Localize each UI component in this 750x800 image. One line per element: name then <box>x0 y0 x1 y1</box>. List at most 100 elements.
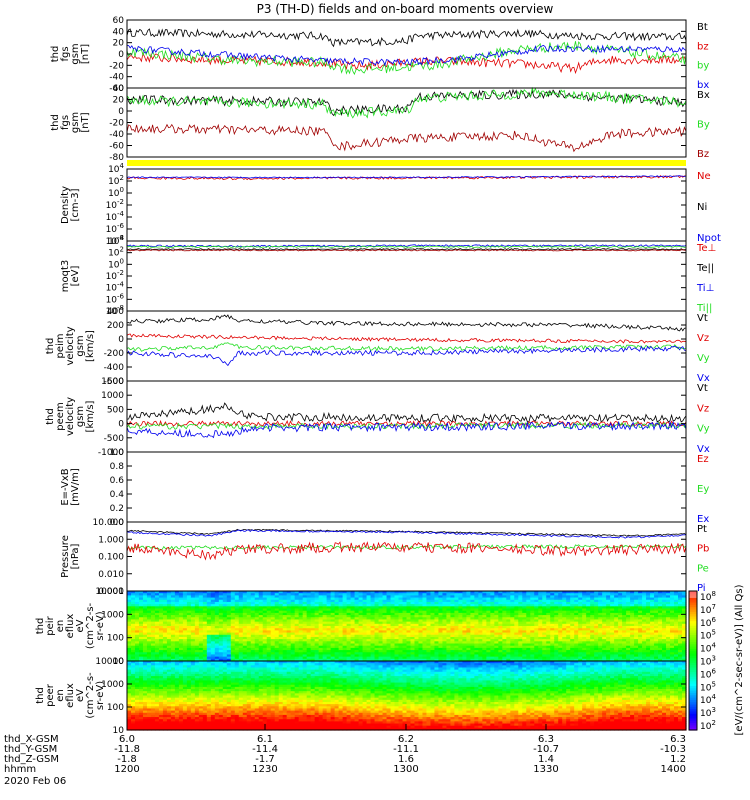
spectrogram-cell <box>614 641 619 645</box>
spectrogram-cell <box>230 593 236 596</box>
spectrogram-cell <box>350 606 356 610</box>
spectrogram-cell <box>502 630 507 634</box>
spectrogram-cell <box>486 604 491 607</box>
spectrogram-cell <box>634 623 639 627</box>
spectrogram-cell <box>514 641 519 645</box>
spectrogram-cell <box>326 656 332 660</box>
spectrogram-cell <box>650 658 655 662</box>
spectrogram-cell <box>270 641 276 645</box>
spectrogram-cell <box>154 714 160 718</box>
spectrogram-cell <box>390 608 396 612</box>
spectrogram-cell <box>442 650 448 653</box>
spectrogram-cell <box>258 645 264 649</box>
spectrogram-cell <box>198 654 204 658</box>
spectrogram-cell <box>546 595 551 599</box>
spectrogram-cell <box>678 647 683 651</box>
spectrogram-cell <box>194 610 200 614</box>
spectrogram-cell <box>438 608 444 612</box>
spectrogram-cell <box>242 601 248 605</box>
spectrogram-cell <box>198 601 204 605</box>
spectrogram-cell <box>270 654 276 658</box>
spectrogram-cell <box>646 628 651 631</box>
spectrogram-cell <box>366 658 372 662</box>
spectrogram-cell <box>498 630 503 634</box>
spectrogram-cell <box>490 636 495 640</box>
spectrogram-cell <box>470 634 475 638</box>
spectrogram-cell <box>510 621 515 625</box>
spectrogram-cell <box>150 695 156 699</box>
spectrogram-cell <box>150 697 156 701</box>
spectrogram-cell <box>534 636 539 640</box>
spectrogram-cell <box>258 654 264 658</box>
spectrogram-cell <box>562 630 567 634</box>
spectrogram-cell <box>530 615 535 618</box>
spectrogram-cell <box>618 650 623 653</box>
spectrogram-cell <box>630 615 635 618</box>
spectrogram-cell <box>486 645 491 649</box>
spectrogram-cell <box>338 658 344 662</box>
spectrogram-cell <box>642 619 647 623</box>
spectrogram-cell <box>490 639 495 642</box>
spectrogram-cell <box>138 708 144 712</box>
spectrogram-cell <box>394 652 400 656</box>
spectrogram-cell <box>410 630 416 634</box>
spectrogram-cell <box>566 595 571 599</box>
spectrogram-cell <box>246 632 252 636</box>
spectrogram-cell <box>486 656 491 660</box>
spectrogram-cell <box>186 615 192 618</box>
spectrogram-cell <box>154 704 160 707</box>
spectrogram-cell <box>478 634 483 638</box>
spectrogram-cell <box>142 673 148 677</box>
spectrogram-cell <box>266 652 272 656</box>
spectrogram-cell <box>422 623 428 627</box>
ytick-label: 1.0 <box>110 448 125 458</box>
spectrogram-cell <box>366 647 372 651</box>
spectrogram-cell <box>250 591 256 594</box>
spectrogram-cell <box>554 626 559 629</box>
spectrogram-cell <box>506 615 511 618</box>
spectrogram-cell <box>462 604 467 607</box>
spectrogram-cell <box>282 632 288 636</box>
spectrogram-cell <box>494 597 499 601</box>
spectrogram-cell <box>610 645 615 649</box>
spectrogram-cell <box>206 634 212 638</box>
spectrogram-cell <box>166 623 172 627</box>
spectrogram-cell <box>630 652 635 656</box>
spectrogram-cell <box>542 654 547 658</box>
spectrogram-cell <box>350 599 356 603</box>
spectrogram-cell <box>498 656 503 660</box>
spectrogram-cell <box>310 610 316 614</box>
spectrogram-cell <box>550 645 555 649</box>
spectrogram-cell <box>502 606 507 610</box>
spectrogram-cell <box>678 634 683 638</box>
spectrogram-cell <box>246 643 252 647</box>
spectrogram-cell <box>434 656 440 660</box>
spectrogram-cell <box>206 639 212 642</box>
spectrogram-cell <box>506 641 511 645</box>
spectrogram-cell <box>674 599 679 603</box>
spectrogram-cell <box>138 599 144 603</box>
spectrogram-cell <box>190 621 196 625</box>
spectrogram-cell <box>606 647 611 651</box>
spectrogram-cell <box>538 612 543 616</box>
spectrogram-cell <box>266 636 272 640</box>
spectrogram-cell <box>674 612 679 616</box>
spectrogram-cell <box>214 604 220 607</box>
spectrogram-cell <box>386 593 392 596</box>
spectrogram-cell <box>146 719 152 722</box>
spectrogram-cell <box>146 591 152 594</box>
spectrogram-cell <box>146 710 152 714</box>
spectrogram-cell <box>298 643 304 647</box>
spectrogram-cell <box>142 593 148 596</box>
spectrogram-cell <box>302 612 308 616</box>
spectrogram-cell <box>134 673 140 677</box>
spectrogram-cell <box>306 606 312 610</box>
spectrogram-cell <box>206 632 212 636</box>
spectrogram-cell <box>626 650 631 653</box>
spectrogram-cell <box>127 667 132 671</box>
spectrogram-cell <box>454 630 459 634</box>
spectrogram-cell <box>127 595 132 599</box>
spectrogram-cell <box>158 667 164 671</box>
series-peim-velocity-Vz <box>126 333 687 344</box>
spectrogram-cell <box>402 630 408 634</box>
